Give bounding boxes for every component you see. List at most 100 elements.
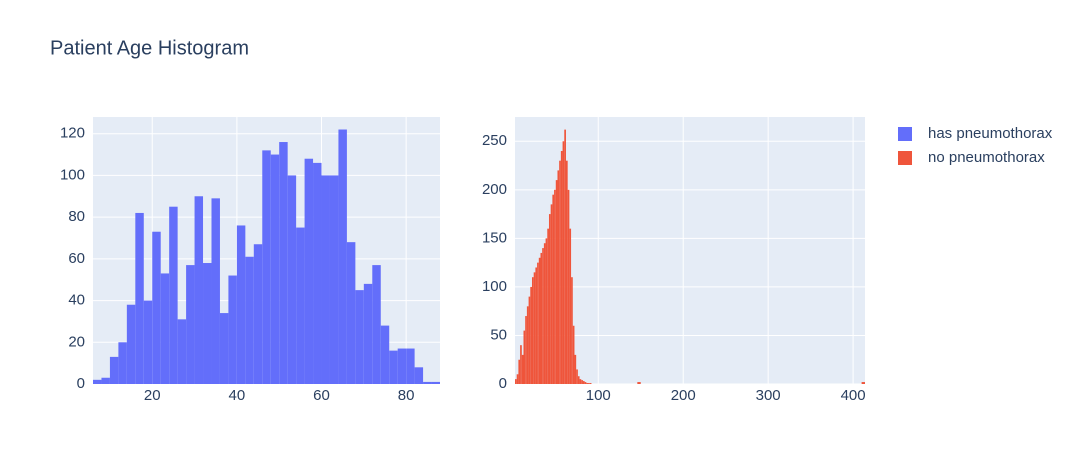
bar — [262, 150, 271, 384]
y-tick-label: 60 — [68, 250, 85, 267]
bar — [397, 348, 407, 384]
bar — [338, 129, 347, 384]
y-tick-label: 200 — [482, 181, 507, 198]
bar — [152, 231, 161, 384]
y-tick-label: 100 — [482, 278, 507, 295]
bar — [861, 382, 865, 384]
bar — [143, 300, 153, 384]
y-tick-label: 250 — [482, 132, 507, 149]
bar — [530, 286, 532, 384]
bar — [389, 350, 398, 384]
y-tick-label: 100 — [60, 166, 85, 183]
bar — [562, 141, 565, 384]
bar — [535, 267, 538, 384]
x-tick-label: 60 — [313, 387, 330, 404]
bar — [554, 189, 556, 384]
bar — [569, 228, 572, 384]
bar — [516, 374, 519, 384]
bar — [313, 162, 322, 384]
bar — [253, 244, 263, 384]
bar — [547, 228, 549, 384]
x-tick-label: 200 — [671, 387, 696, 404]
x-tick-label: 40 — [229, 387, 246, 404]
bar — [571, 277, 573, 384]
bar — [545, 238, 548, 384]
bar — [550, 204, 553, 384]
bar — [236, 225, 246, 384]
bar — [203, 263, 212, 384]
bar — [586, 383, 589, 384]
x-tick-label: 300 — [756, 387, 781, 404]
y-tick-label: 20 — [68, 333, 85, 350]
bar — [520, 345, 522, 384]
bar — [637, 382, 641, 384]
legend-swatch — [898, 151, 912, 165]
bar — [287, 175, 297, 384]
bar — [101, 377, 110, 384]
bar — [565, 160, 568, 384]
bar — [363, 283, 373, 384]
x-tick-label: 80 — [398, 387, 415, 404]
bar — [245, 256, 254, 384]
bar — [533, 272, 536, 384]
x-tick-label: 20 — [144, 387, 161, 404]
bar — [423, 381, 432, 384]
x-tick-label: 100 — [586, 387, 611, 404]
bar — [304, 158, 314, 384]
x-tick-label: 400 — [841, 387, 866, 404]
bar — [406, 348, 415, 384]
bar — [211, 198, 220, 384]
bar — [572, 325, 575, 384]
bar — [329, 175, 339, 384]
bar — [414, 367, 424, 384]
y-tick-label: 50 — [490, 326, 507, 343]
bar — [135, 212, 144, 384]
bar — [523, 330, 526, 384]
bar — [543, 243, 546, 384]
bar — [525, 316, 527, 384]
bar — [540, 252, 543, 384]
bar — [219, 313, 229, 384]
legend-label: no pneumothorax — [928, 149, 1045, 166]
bar — [548, 214, 551, 384]
bar — [346, 242, 356, 384]
bar — [194, 196, 204, 384]
bar — [576, 369, 578, 384]
bar — [555, 180, 558, 384]
bar — [589, 383, 592, 384]
bar — [579, 379, 582, 384]
bar — [169, 206, 178, 384]
bar — [355, 290, 364, 384]
bar — [296, 227, 305, 384]
bar — [584, 382, 587, 384]
bar — [574, 354, 577, 384]
bar — [564, 129, 566, 384]
bar — [515, 379, 517, 384]
y-tick-label: 120 — [60, 125, 85, 142]
bar — [321, 175, 330, 384]
y-tick-label: 40 — [68, 292, 85, 309]
bar — [559, 160, 561, 384]
bar — [279, 142, 288, 384]
bar — [542, 248, 544, 384]
bar — [518, 359, 521, 384]
legend-swatch — [898, 127, 912, 141]
bar — [118, 342, 127, 384]
legend-label: has pneumothorax — [928, 125, 1053, 142]
bar — [186, 265, 195, 384]
bar — [372, 265, 381, 384]
bar — [526, 306, 529, 384]
bar — [126, 304, 136, 384]
bar — [577, 376, 580, 384]
bar — [560, 150, 563, 384]
bar — [588, 383, 590, 384]
bar — [521, 354, 524, 384]
bar — [431, 381, 440, 384]
y-tick-label: 80 — [68, 208, 85, 225]
bar — [537, 262, 539, 384]
chart-title: Patient Age Histogram — [50, 37, 249, 59]
bar — [552, 194, 555, 384]
bar — [567, 189, 570, 384]
